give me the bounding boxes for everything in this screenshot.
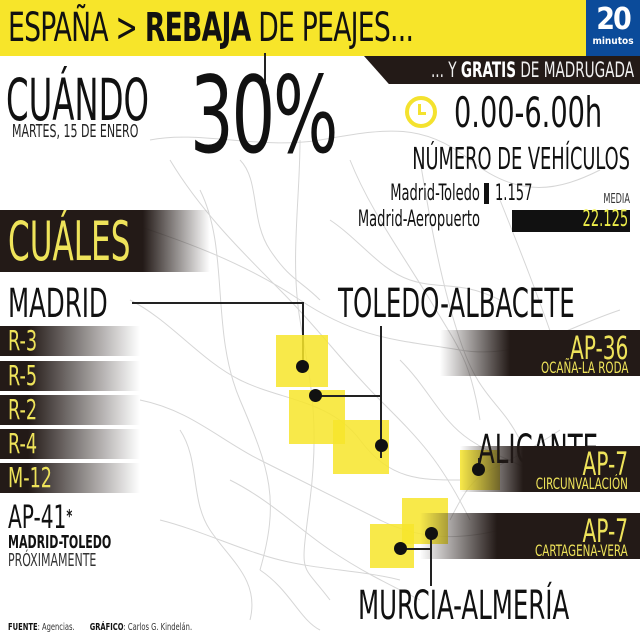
albacete-marker-dot (375, 439, 388, 452)
madrid-marker-dot (296, 360, 309, 373)
cartagena-marker-dot (425, 527, 438, 540)
road-route: CARTAGENA-VERA (535, 541, 628, 560)
title-suffix: DE PEAJES... (258, 5, 414, 51)
page-title: ESPAÑA > REBAJA DE PEAJES... (8, 3, 414, 53)
road-label: R-2 (8, 393, 38, 426)
logo-number: 20 (596, 2, 632, 37)
discount-percentage: 30% (190, 54, 338, 177)
connector-line (430, 532, 432, 586)
average-label: MEDIA (603, 192, 630, 207)
clock-icon (405, 96, 437, 128)
road-label: R-4 (8, 427, 38, 460)
vehicles-bar (484, 183, 489, 204)
upcoming-road-label: AP-41 (8, 498, 67, 536)
almeria-area-highlight (370, 524, 414, 568)
connector-line (132, 302, 303, 304)
header-banner (0, 0, 586, 56)
vehicles-value: 1.157 (495, 181, 533, 206)
footer-credits: FUENTE: Agencias. GRÁFICO: Carlos G. Kin… (8, 622, 192, 634)
20minutos-logo[interactable]: 20 minutos (586, 0, 640, 56)
road-label: AP-7 (582, 445, 628, 483)
subtitle-suffix: DE MADRUGADA (520, 58, 634, 82)
free-hours: 0.00-6.00h (454, 88, 603, 137)
vehicles-value: 22.125 (582, 207, 628, 232)
toledo-marker-dot (309, 389, 322, 402)
upcoming-status: PRÓXIMAMENTE (8, 550, 97, 571)
road-label: R-3 (8, 324, 38, 357)
alicante-marker-dot (472, 463, 485, 476)
upcoming-road: AP-41* (8, 500, 72, 534)
when-heading: CUÁNDO (6, 66, 149, 134)
asterisk-mark: * (66, 506, 73, 527)
subtitle-bold: GRATIS (460, 58, 516, 82)
subtitle: ... Y GRATIS DE MADRUGADA (431, 58, 634, 82)
logo-word: minutos (592, 36, 634, 47)
road-route: OCAÑA-LA RODA (540, 358, 628, 377)
subtitle-prefix: ... Y (430, 58, 457, 82)
connector-line (380, 326, 382, 458)
toledo-albacete-label: TOLEDO-ALBACETE (338, 281, 575, 327)
connector-line (399, 548, 431, 550)
murcia-almeria-label: MURCIA-ALMERÍA (358, 583, 570, 629)
which-banner (0, 210, 210, 272)
road-banner (0, 395, 140, 425)
subtitle-banner (364, 56, 640, 84)
source-label: FUENTE (8, 622, 38, 633)
vehicles-route-label: Madrid-Toledo (390, 181, 480, 206)
road-banner (0, 429, 140, 459)
graphic-label: GRÁFICO (89, 622, 124, 633)
when-date: MARTES, 15 DE ENERO (12, 121, 139, 142)
title-bold: REBAJA (144, 5, 251, 51)
vehicles-route-label: Madrid-Aeropuerto (357, 207, 480, 232)
road-banner (0, 326, 140, 356)
road-route: CIRCUNVALACIÓN (535, 474, 628, 493)
connector-line (316, 395, 382, 397)
source-value: : Agencias. (37, 622, 75, 633)
graphic-value: : Carlos G. Kindelán. (123, 622, 193, 633)
vehicles-heading: NÚMERO DE VEHÍCULOS (412, 142, 630, 177)
road-banner (0, 361, 140, 391)
upcoming-route: MADRID-TOLEDO (8, 532, 112, 553)
title-prefix: ESPAÑA > (8, 5, 138, 51)
road-banner (460, 446, 640, 492)
vehicles-bar (512, 210, 630, 232)
road-banner (0, 463, 140, 493)
connector-line (264, 53, 266, 87)
madrid-label: MADRID (8, 281, 108, 327)
road-label: R-5 (8, 359, 38, 392)
road-banner (440, 330, 640, 376)
which-heading: CUÁLES (8, 210, 131, 273)
almeria-marker-dot (394, 542, 407, 555)
road-label: M-12 (8, 461, 53, 494)
road-label: AP-36 (569, 329, 628, 367)
road-banner (420, 513, 640, 559)
road-label: AP-7 (582, 512, 628, 550)
